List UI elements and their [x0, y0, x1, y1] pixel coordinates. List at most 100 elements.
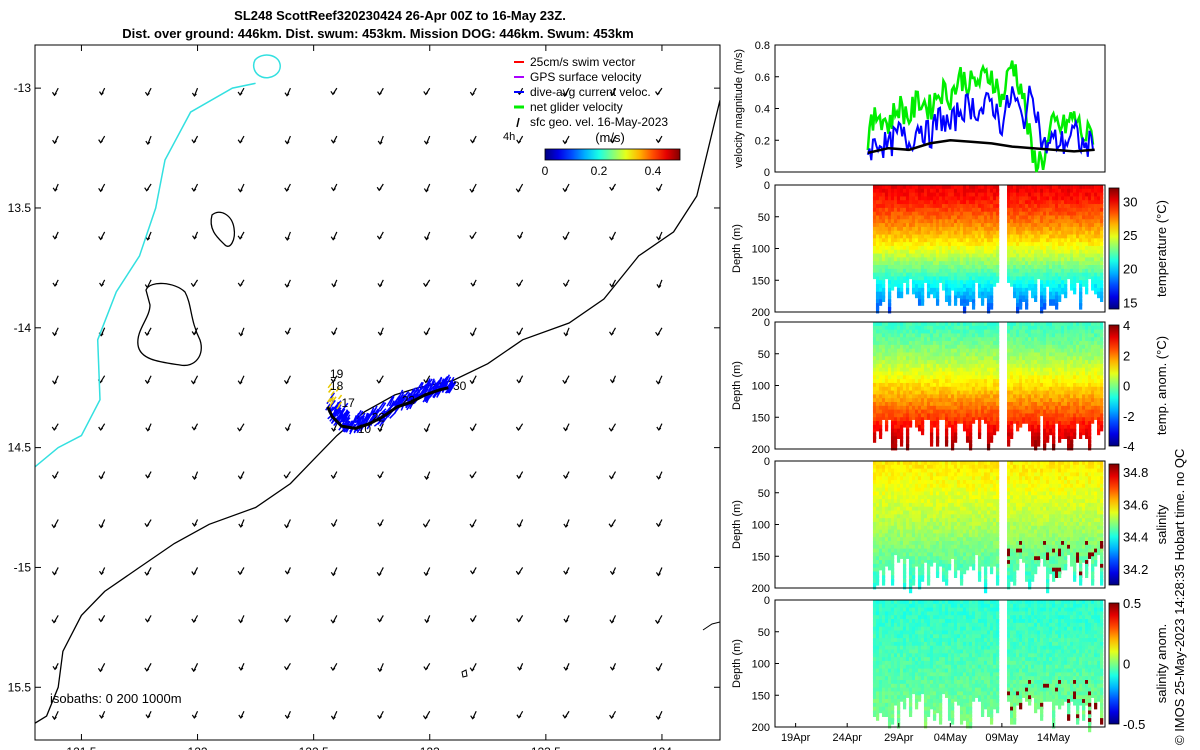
track-label: 10	[358, 422, 372, 436]
profile-cell	[1076, 265, 1080, 272]
profile-cell	[1034, 409, 1038, 417]
profile-cell	[1073, 185, 1077, 192]
profile-cell	[1097, 386, 1101, 394]
profile-cell	[890, 207, 895, 215]
profile-cell	[953, 196, 958, 203]
profile-cell	[1082, 409, 1086, 417]
profile-cell	[899, 268, 904, 276]
profile-cell	[974, 272, 979, 280]
profile-cell	[974, 405, 979, 413]
profile-cell	[935, 344, 940, 352]
profile-cell	[965, 295, 970, 302]
profile-cell	[1085, 325, 1089, 333]
profile-cell	[1070, 367, 1074, 375]
profile-cell	[1013, 356, 1017, 363]
profile-cell	[1052, 371, 1056, 379]
profile-cell	[1022, 363, 1026, 371]
profile-cell	[1064, 188, 1068, 196]
profile-cell	[926, 249, 931, 257]
profile-cell	[1046, 424, 1050, 432]
profile-cell	[887, 386, 892, 394]
profile-cell	[986, 386, 991, 394]
profile-cell	[962, 421, 967, 428]
profile-cell	[926, 409, 931, 417]
profile-cell	[1019, 200, 1023, 207]
profile-cell	[938, 379, 943, 386]
profile-cell	[920, 200, 925, 207]
profile-cell	[974, 207, 979, 215]
profile-cell	[878, 253, 883, 261]
profile-cell	[1016, 367, 1020, 375]
profile-cell	[956, 284, 961, 291]
profile-cell	[1016, 226, 1020, 234]
profile-cell	[944, 249, 949, 257]
profile-cell	[899, 379, 904, 386]
profile-cell	[989, 284, 994, 291]
profile-cell	[1022, 261, 1026, 268]
profile-cell	[992, 192, 997, 200]
profile-cell	[1070, 382, 1074, 390]
profile-cell	[1016, 249, 1020, 257]
profile-cell	[929, 226, 934, 234]
profile-cell	[1049, 382, 1053, 390]
profile-cell	[974, 322, 979, 329]
profile-cell	[1070, 196, 1074, 203]
profile-cell	[887, 253, 892, 261]
profile-cell	[1097, 188, 1101, 196]
profile-cell	[917, 242, 922, 249]
profile-cell	[959, 287, 964, 295]
profile-cell	[992, 204, 997, 211]
profile-cell	[914, 333, 919, 340]
profile-cell	[962, 265, 967, 272]
profile-cell	[983, 329, 988, 337]
profile-cell	[1022, 375, 1026, 382]
profile-cell	[950, 261, 955, 268]
profile-cell	[968, 265, 973, 272]
profile-cell	[956, 268, 961, 276]
profile-cell	[1040, 223, 1044, 230]
profile-cell	[1010, 348, 1014, 356]
profile-cell	[1100, 272, 1104, 280]
profile-cell	[992, 329, 997, 337]
profile-cell	[1097, 211, 1101, 219]
profile-cell	[995, 253, 1000, 261]
depth-tick-label: 150	[752, 275, 770, 287]
profile-cell	[1055, 409, 1059, 417]
profile-cell	[893, 200, 898, 207]
profile-cell	[1049, 211, 1053, 219]
profile-cell	[1040, 234, 1044, 242]
profile-cell	[938, 344, 943, 352]
profile-cell	[983, 268, 988, 276]
velocity-arrowhead	[191, 426, 197, 431]
profile-cell	[878, 337, 883, 344]
profile-cell	[1070, 344, 1074, 352]
profile-cell	[1007, 219, 1011, 226]
profile-cell	[992, 386, 997, 394]
profile-cell	[1013, 352, 1017, 359]
profile-cell	[1073, 287, 1077, 295]
profile-cell	[1070, 402, 1074, 409]
profile-cell	[1025, 344, 1029, 352]
profile-cell	[881, 245, 886, 253]
profile-cell	[1055, 211, 1059, 219]
profile-cell	[1022, 379, 1026, 386]
profile-cell	[920, 257, 925, 264]
profile-cell	[884, 352, 889, 359]
profile-cell	[962, 223, 967, 230]
profile-cell	[1043, 432, 1047, 439]
profile-cell	[983, 249, 988, 257]
profile-cell	[1052, 200, 1056, 207]
profile-cell	[983, 185, 988, 192]
profile-cell	[971, 192, 976, 200]
profile-cell	[974, 204, 979, 211]
velocity-arrowhead	[144, 523, 150, 528]
profile-cell	[989, 219, 994, 226]
profile-cell	[1079, 284, 1083, 291]
profile-cell	[974, 219, 979, 226]
profile-cell	[950, 325, 955, 333]
profile-cell	[1061, 337, 1065, 344]
profile-cell	[887, 356, 892, 363]
velocity-arrowhead	[470, 282, 476, 287]
profile-cell	[1010, 371, 1014, 379]
profile-cell	[917, 253, 922, 261]
